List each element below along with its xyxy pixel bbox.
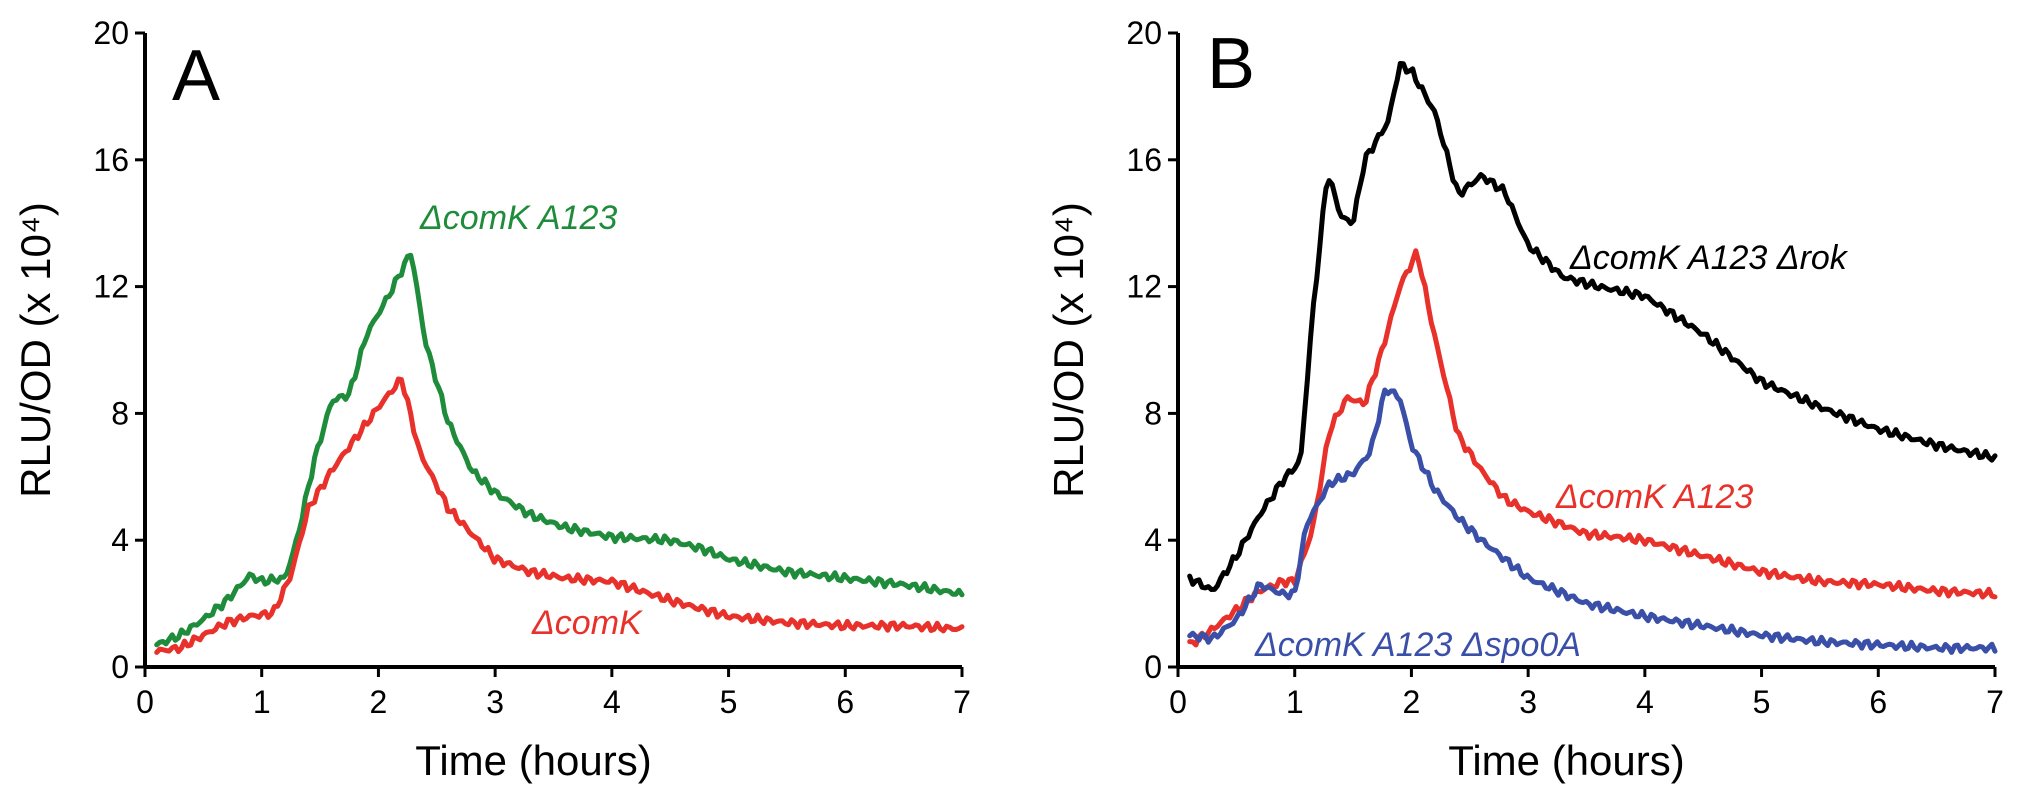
panel-letter: A xyxy=(172,36,220,116)
x-tick-label: 5 xyxy=(720,684,738,720)
x-tick-label: 5 xyxy=(1753,684,1771,720)
y-tick-label: 12 xyxy=(1126,269,1162,305)
x-tick-label: 0 xyxy=(1169,684,1187,720)
series-line xyxy=(154,376,965,655)
y-axis-title: RLU/OD (x 10⁴) xyxy=(12,202,59,498)
series-label: ΔcomK A123 Δspo0A xyxy=(1254,626,1581,664)
panel-letter: B xyxy=(1207,24,1255,104)
x-axis-title: Time (hours) xyxy=(415,737,651,784)
y-tick-label: 20 xyxy=(1126,15,1162,51)
y-axis-title: RLU/OD (x 10⁴) xyxy=(1045,202,1092,498)
series-line xyxy=(154,252,965,648)
x-tick-label: 0 xyxy=(136,684,154,720)
series-label: ΔcomK xyxy=(531,604,643,642)
y-tick-label: 16 xyxy=(93,142,129,178)
x-tick-label: 4 xyxy=(603,684,621,720)
x-axis-title: Time (hours) xyxy=(1448,737,1684,784)
y-tick-label: 16 xyxy=(1126,142,1162,178)
x-tick-label: 7 xyxy=(1986,684,2004,720)
x-tick-label: 2 xyxy=(1403,684,1421,720)
series-label: ΔcomK A123 xyxy=(419,199,617,237)
series-label: ΔcomK A123 Δrok xyxy=(1569,239,1849,277)
y-tick-label: 12 xyxy=(93,269,129,305)
x-tick-label: 4 xyxy=(1636,684,1654,720)
x-tick-label: 1 xyxy=(253,684,271,720)
y-tick-label: 0 xyxy=(111,649,129,685)
x-tick-label: 7 xyxy=(953,684,971,720)
x-tick-label: 1 xyxy=(1286,684,1304,720)
x-tick-label: 6 xyxy=(1869,684,1887,720)
y-tick-label: 4 xyxy=(111,522,129,558)
series-line xyxy=(1187,387,1998,655)
y-tick-label: 8 xyxy=(111,395,129,431)
y-tick-label: 8 xyxy=(1144,395,1162,431)
series-line xyxy=(1187,61,1998,592)
x-tick-label: 3 xyxy=(486,684,504,720)
y-tick-label: 4 xyxy=(1144,522,1162,558)
series-line xyxy=(1187,248,1998,648)
x-tick-label: 2 xyxy=(370,684,388,720)
y-tick-label: 20 xyxy=(93,15,129,51)
x-tick-label: 6 xyxy=(836,684,854,720)
y-tick-label: 0 xyxy=(1144,649,1162,685)
series-label: ΔcomK A123 xyxy=(1555,478,1753,516)
x-tick-label: 3 xyxy=(1519,684,1537,720)
